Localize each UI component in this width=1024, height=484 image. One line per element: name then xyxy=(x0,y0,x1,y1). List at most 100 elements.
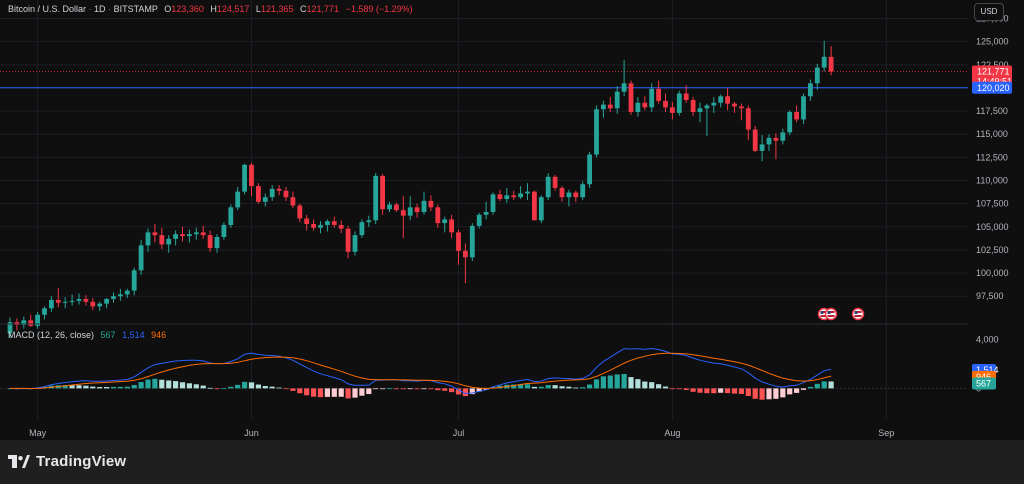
macd-histogram-bar xyxy=(600,376,606,389)
line-price-tag: 120,020 xyxy=(972,81,1012,94)
macd-histogram-bar xyxy=(800,388,807,390)
price-chart[interactable]: 97,500 100,000 102,500 105,000 107,500 110,00… xyxy=(0,0,1024,440)
candle xyxy=(235,186,241,211)
candle xyxy=(511,190,517,200)
macd-histogram-bar xyxy=(559,386,565,389)
candle xyxy=(697,102,703,123)
macd-histogram-bar xyxy=(393,388,399,390)
time-tick-label: Aug xyxy=(664,428,680,438)
macd-histogram-bar xyxy=(462,388,468,397)
macd-histogram-bar xyxy=(752,388,758,399)
candle xyxy=(187,229,192,243)
candle xyxy=(276,185,282,196)
candle-body xyxy=(601,104,606,110)
candle-body xyxy=(187,234,192,237)
candle-body xyxy=(269,188,275,198)
symbol-name[interactable]: Bitcoin / U.S. Dollar xyxy=(8,4,87,14)
macd-histogram-bar xyxy=(290,388,296,391)
flag-canton xyxy=(854,311,858,314)
candle xyxy=(207,230,213,252)
macd-histogram-bar xyxy=(248,382,255,389)
candle xyxy=(656,80,661,104)
candle-body xyxy=(525,191,530,194)
candle xyxy=(663,93,668,113)
price-tick-label: 125,000 xyxy=(976,37,1009,47)
macd-histogram-bar xyxy=(317,388,324,398)
candle-body xyxy=(256,186,261,202)
candle xyxy=(801,93,806,125)
candle-body xyxy=(338,224,344,229)
candle xyxy=(532,190,537,221)
candle-body xyxy=(104,299,109,304)
candle xyxy=(145,228,151,252)
interval[interactable]: 1D xyxy=(94,4,106,14)
candle xyxy=(7,317,13,338)
currency-button[interactable]: USD xyxy=(974,3,1004,21)
macd-histogram-bar xyxy=(738,388,744,394)
candle xyxy=(359,219,365,238)
candle-body xyxy=(794,112,799,120)
candle xyxy=(35,311,40,329)
low-label: L xyxy=(255,4,261,14)
macd-histogram-bar xyxy=(794,388,800,393)
candle-body xyxy=(573,192,579,198)
change-value: −1,589 (−1.29%) xyxy=(345,4,413,14)
candle-body xyxy=(435,207,441,224)
flag-canton xyxy=(827,311,831,314)
tradingview-logo[interactable]: TradingView xyxy=(8,453,126,470)
macd-histogram-bar xyxy=(283,388,289,390)
candle xyxy=(559,186,565,202)
open-value: 123,360 xyxy=(171,4,204,14)
macd-histogram-bar xyxy=(173,381,179,389)
candle xyxy=(256,183,261,204)
macd-line-value: 1,514 xyxy=(122,330,145,340)
candle-body xyxy=(725,96,730,104)
macd-histogram-bar xyxy=(621,373,627,389)
macd-histogram-bar xyxy=(814,383,820,389)
candle-body xyxy=(780,132,786,141)
last-price-tag-text: 14:49:51 xyxy=(977,77,1012,87)
candle xyxy=(331,216,337,228)
candle-body xyxy=(449,219,454,233)
macd-histogram-bar xyxy=(117,386,123,389)
candle xyxy=(97,301,103,312)
candle-body xyxy=(663,100,668,108)
macd-histogram-bar xyxy=(773,388,779,399)
candle xyxy=(614,86,620,114)
macd-histogram-bar xyxy=(669,388,675,390)
chart-canvas[interactable]: 97,500 100,000 102,500 105,000 107,500 110,00… xyxy=(0,0,1024,440)
macd-histogram-bar xyxy=(787,388,793,395)
us-flag-icon xyxy=(824,307,838,321)
candle-body xyxy=(366,220,372,223)
macd-histogram-bar xyxy=(338,388,344,397)
price-tick-label: 117,500 xyxy=(976,106,1008,116)
macd-histogram-bar xyxy=(131,384,137,389)
macd-histogram-bar xyxy=(573,387,579,389)
price-tick-label: 122,500 xyxy=(976,60,1009,70)
macd-histogram-bar xyxy=(221,388,227,390)
macd-histogram-bar xyxy=(124,386,130,389)
candle xyxy=(311,219,316,231)
candle-body xyxy=(35,314,40,326)
candle-body xyxy=(739,106,744,109)
candle-body xyxy=(559,187,565,198)
candle xyxy=(808,79,813,101)
candle xyxy=(587,151,592,188)
macd-legend[interactable]: MACD (12, 26, close) 567 1,514 946 xyxy=(8,330,166,340)
macd-histogram-bar xyxy=(566,386,572,389)
candle xyxy=(718,94,724,108)
macd-histogram-bar xyxy=(304,388,310,396)
macd-histogram-bar xyxy=(524,384,531,389)
macd-histogram-bar xyxy=(76,385,82,389)
candle xyxy=(387,201,392,212)
candle xyxy=(594,105,599,158)
candle xyxy=(428,195,434,212)
candle xyxy=(338,220,344,234)
macd-label: MACD (12, 26, close) xyxy=(8,330,95,340)
candle xyxy=(759,135,765,162)
macd-histogram-bar xyxy=(373,388,379,390)
candle-body xyxy=(580,184,586,198)
candle-body xyxy=(394,204,399,211)
candle-body xyxy=(325,221,330,225)
macd-histogram-bar xyxy=(656,384,662,389)
